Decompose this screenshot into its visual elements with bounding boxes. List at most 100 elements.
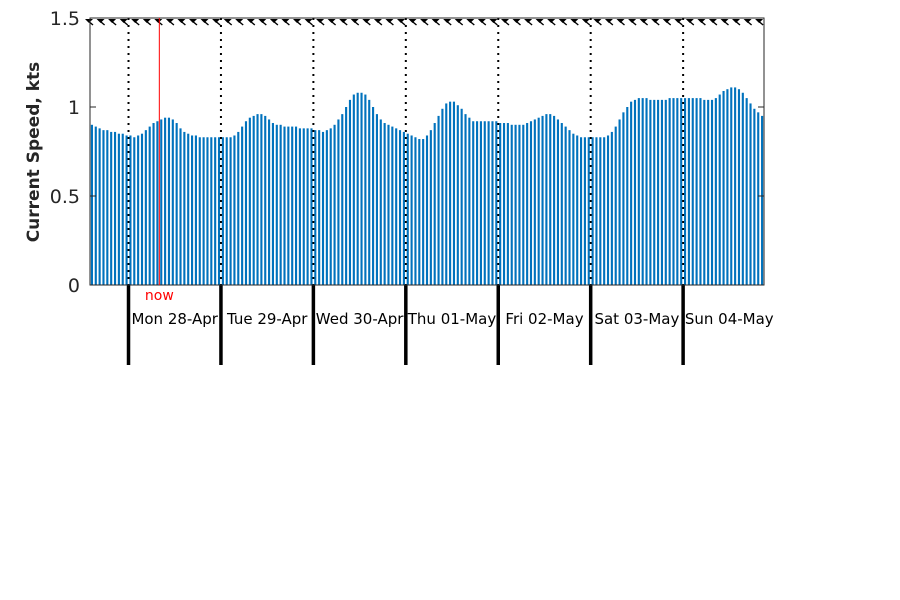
bar <box>337 119 340 286</box>
bar <box>441 108 444 285</box>
bar <box>148 126 151 285</box>
bar <box>287 126 290 285</box>
bar <box>345 107 348 285</box>
bar <box>113 131 117 285</box>
arrow-shaft <box>756 19 764 26</box>
direction-arrow-icon <box>547 19 556 26</box>
bar <box>572 133 575 285</box>
bar <box>214 137 217 285</box>
arrow-shaft <box>537 19 545 26</box>
direction-arrow-icon <box>235 19 244 26</box>
arrow-shaft <box>479 19 487 26</box>
direction-arrow-icon <box>327 19 337 26</box>
direction-arrow-icon <box>466 19 475 26</box>
bar <box>437 115 440 286</box>
direction-arrow-icon <box>639 19 649 26</box>
bar <box>614 126 617 285</box>
day-label: Wed 30-Apr <box>316 310 404 328</box>
bar <box>391 126 394 285</box>
direction-arrow-icon <box>385 19 394 26</box>
bar <box>487 121 490 286</box>
direction-arrow-icon <box>212 19 221 26</box>
plot-area-border <box>89 17 765 286</box>
bar <box>633 99 637 285</box>
arrow-shaft <box>733 19 741 26</box>
bar <box>687 98 690 285</box>
bar <box>422 139 425 285</box>
bar <box>310 128 313 285</box>
arrow-shaft <box>641 19 649 26</box>
direction-arrow-icon <box>293 19 302 26</box>
direction-arrow-icon <box>697 19 706 26</box>
arrow-shaft <box>144 19 152 26</box>
arrow-shaft <box>167 19 175 26</box>
bar <box>418 139 421 285</box>
arrow-shaft <box>202 19 209 26</box>
bar <box>668 98 671 285</box>
bar <box>260 114 263 286</box>
bar <box>622 112 625 285</box>
bar <box>757 112 760 285</box>
now-label: now <box>145 288 174 304</box>
arrow-shaft <box>363 19 371 26</box>
direction-arrow-icon <box>512 19 521 26</box>
arrow-shaft <box>121 19 129 26</box>
bar <box>106 130 109 285</box>
arrow-shaft <box>271 19 279 26</box>
bar <box>302 128 305 285</box>
bar <box>102 130 105 285</box>
arrow-shaft <box>675 19 683 26</box>
arrow-shaft <box>294 19 302 26</box>
bar <box>279 124 282 285</box>
bar <box>449 101 452 285</box>
arrow-shaft <box>98 19 106 26</box>
direction-arrow-icon <box>593 19 602 26</box>
arrow-shaft <box>386 19 394 26</box>
bar <box>672 98 675 285</box>
bar <box>568 130 571 285</box>
bar <box>726 89 729 285</box>
now-marker: now <box>145 18 174 304</box>
bar <box>183 131 186 285</box>
bar <box>606 135 610 285</box>
bar <box>495 121 498 286</box>
bar <box>94 126 97 285</box>
bar <box>683 98 687 285</box>
bar <box>580 137 583 285</box>
direction-arrow-icon <box>269 19 279 26</box>
bar <box>537 117 540 286</box>
bar <box>271 123 274 286</box>
bar <box>198 137 201 285</box>
arrow-shaft <box>687 19 695 26</box>
bar <box>217 137 221 285</box>
bar <box>221 137 224 285</box>
direction-arrow-icon <box>397 19 406 26</box>
bar <box>256 114 259 286</box>
direction-arrow-icon <box>443 19 452 26</box>
bar <box>383 123 386 286</box>
bar <box>445 103 448 285</box>
direction-arrow-icon <box>177 19 186 26</box>
y-tick-label: 1.5 <box>50 8 80 30</box>
arrow-shaft <box>109 19 117 26</box>
direction-arrow-icon <box>246 19 256 26</box>
bar <box>468 117 471 286</box>
bar <box>179 128 182 285</box>
direction-arrow-icon <box>477 19 487 26</box>
bar <box>160 119 163 286</box>
arrow-shaft <box>306 19 313 26</box>
direction-arrow-icon <box>408 19 417 26</box>
direction-arrow-icon <box>604 19 614 26</box>
bar <box>194 135 197 285</box>
arrow-shaft <box>594 19 602 26</box>
direction-arrow-icon <box>501 19 510 26</box>
bar <box>514 124 517 285</box>
bar <box>680 98 683 285</box>
bar <box>522 124 525 285</box>
arrow-shaft <box>352 19 360 26</box>
direction-arrow-icon <box>258 19 267 26</box>
bars-group <box>90 87 764 286</box>
bar <box>379 119 382 286</box>
bar <box>541 115 544 286</box>
direction-arrow-icon <box>131 19 140 26</box>
